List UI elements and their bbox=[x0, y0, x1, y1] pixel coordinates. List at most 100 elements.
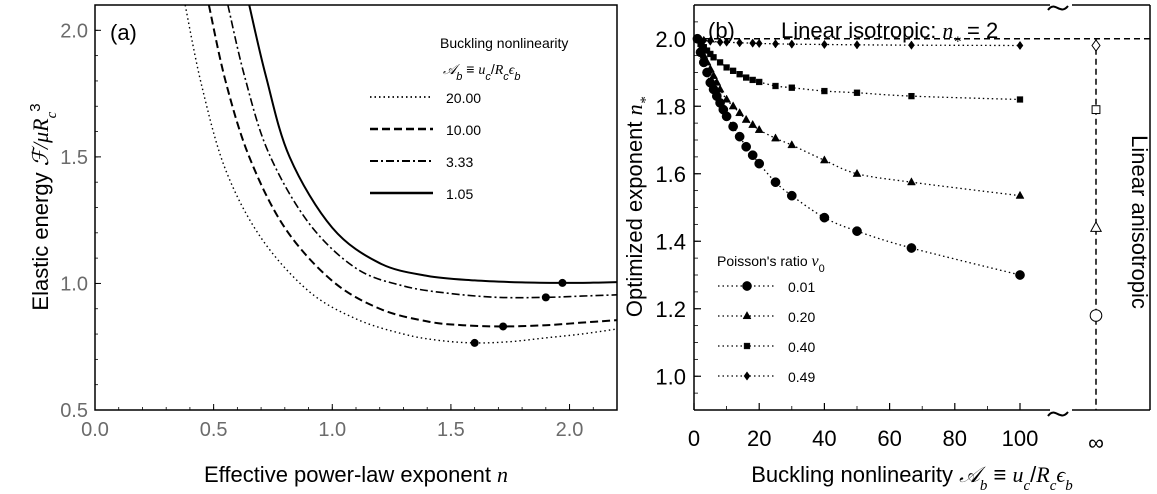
data-point bbox=[852, 226, 862, 236]
data-point bbox=[734, 131, 745, 142]
data-point bbox=[772, 82, 779, 90]
data-point bbox=[735, 108, 745, 117]
panel-a-ticks: 0.0 0.5 1.0 1.5 2.00.51.01.52.0 bbox=[60, 20, 594, 441]
data-point bbox=[736, 71, 743, 78]
x-tick-label: 100 bbox=[1002, 426, 1039, 451]
series-0.40 bbox=[694, 35, 1101, 115]
legend-label: 0.01 bbox=[788, 279, 815, 295]
data-point bbox=[728, 121, 738, 132]
data-point bbox=[772, 39, 779, 49]
x-tick-label: 0 bbox=[688, 426, 700, 451]
legend-label: 3.33 bbox=[446, 154, 473, 170]
curve-20.00 bbox=[184, 5, 617, 344]
panel-a-legend: Buckling nonlinearity 𝒜b ≡ uc/Rcϵb 20.00… bbox=[370, 35, 568, 202]
y-tick-label: 1.2 bbox=[655, 297, 686, 322]
annotation-linear-isotropic: Linear isotropic: n* = 2 bbox=[781, 18, 998, 50]
curve-3.33 bbox=[227, 5, 617, 299]
data-point bbox=[1016, 40, 1024, 51]
data-point bbox=[1015, 190, 1025, 199]
panel-a-legend-title-math: 𝒜b ≡ uc/Rcϵb bbox=[443, 61, 521, 83]
panel-a-label: (a) bbox=[110, 20, 137, 45]
data-point bbox=[699, 50, 709, 59]
x-tick-label: 40 bbox=[812, 426, 836, 451]
annotation-linear-anisotropic: Linear anisotropic bbox=[1127, 135, 1152, 309]
panel-a-curves bbox=[184, 5, 617, 347]
infinity-point bbox=[1091, 39, 1101, 52]
panel-b-ylabel: Optimized exponent n* bbox=[622, 96, 654, 317]
data-point bbox=[715, 84, 725, 93]
series-line bbox=[696, 38, 1021, 101]
y-tick-label: 2.0 bbox=[655, 27, 686, 52]
panel-b: 0 20 40 60 80 100 ∞ 1.0 1.2 1.4 1.6 1.8 2.0 (b) Line… bbox=[622, 4, 1152, 494]
legend-label: 0.20 bbox=[788, 309, 815, 325]
data-point bbox=[749, 76, 756, 84]
data-point bbox=[705, 64, 715, 73]
legend-marker bbox=[743, 371, 751, 381]
data-point bbox=[771, 133, 780, 142]
data-point bbox=[702, 57, 712, 66]
x-tick-label: 80 bbox=[943, 426, 967, 451]
data-point bbox=[788, 39, 796, 49]
curve-10.00 bbox=[207, 5, 617, 328]
panel-a-xlabel: Effective power-law exponent n bbox=[204, 462, 508, 487]
data-point bbox=[788, 84, 795, 91]
legend-marker bbox=[742, 311, 752, 320]
data-point bbox=[821, 87, 828, 95]
data-point bbox=[1016, 96, 1024, 103]
infinity-point bbox=[1089, 309, 1103, 322]
data-point bbox=[755, 38, 763, 49]
panel-a-frame bbox=[94, 4, 618, 411]
panel-a-legend-title: Buckling nonlinearity bbox=[440, 35, 568, 51]
minimum-point bbox=[558, 278, 567, 287]
data-point bbox=[723, 64, 730, 71]
data-point bbox=[712, 77, 722, 86]
y-tick-label: 1.5 bbox=[60, 147, 88, 169]
data-point bbox=[908, 40, 915, 50]
y-tick-label: 1.4 bbox=[655, 229, 686, 254]
y-tick-label: 1.0 bbox=[60, 273, 88, 295]
data-point bbox=[1015, 270, 1025, 280]
data-point bbox=[754, 124, 764, 133]
x-tick-label: 0.0 bbox=[81, 419, 109, 441]
data-point bbox=[754, 158, 765, 169]
x-tick-infinity: ∞ bbox=[1088, 430, 1104, 455]
data-point bbox=[707, 50, 714, 58]
series-line bbox=[696, 38, 1021, 276]
series-0.49 bbox=[694, 34, 1101, 52]
curve-1.05 bbox=[248, 5, 617, 284]
data-point bbox=[741, 114, 751, 123]
legend-label: 10.00 bbox=[446, 122, 481, 138]
data-point bbox=[906, 243, 917, 253]
data-point bbox=[821, 39, 828, 50]
data-point bbox=[747, 150, 758, 161]
data-point bbox=[706, 36, 714, 46]
legend-label: 1.05 bbox=[446, 186, 473, 202]
data-point bbox=[756, 78, 763, 86]
data-point bbox=[716, 59, 724, 66]
infinity-point bbox=[1091, 105, 1101, 115]
data-point bbox=[770, 177, 781, 188]
data-point bbox=[703, 47, 711, 54]
data-point bbox=[907, 177, 916, 186]
data-point bbox=[729, 67, 737, 74]
data-point bbox=[709, 70, 718, 79]
panel-b-legend: Poisson's ratio ν0 0.01 0.20 0.40 0.49 bbox=[717, 253, 825, 385]
data-point bbox=[853, 40, 861, 50]
y-tick-label: 1.8 bbox=[655, 94, 686, 119]
panel-b-xlabel: Buckling nonlinearity 𝒜b ≡ uc/Rcϵb bbox=[751, 462, 1073, 494]
data-point bbox=[749, 38, 757, 48]
data-point bbox=[723, 37, 730, 47]
legend-label: 0.40 bbox=[788, 339, 815, 355]
panel-b-legend-title: Poisson's ratio ν0 bbox=[717, 253, 825, 275]
panel-b-ticks: 0 20 40 60 80 100 ∞ 1.0 1.2 1.4 1.6 1.8 2.0 bbox=[655, 21, 1104, 455]
data-point bbox=[700, 35, 708, 46]
data-point bbox=[716, 37, 724, 47]
x-tick-label: 20 bbox=[747, 426, 771, 451]
legend-label: 0.49 bbox=[788, 369, 815, 385]
minimum-point bbox=[470, 338, 479, 347]
panel-b-label: (b) bbox=[708, 18, 735, 43]
data-point bbox=[853, 89, 861, 96]
data-point bbox=[741, 141, 752, 152]
x-tick-label: 2.0 bbox=[556, 419, 584, 441]
